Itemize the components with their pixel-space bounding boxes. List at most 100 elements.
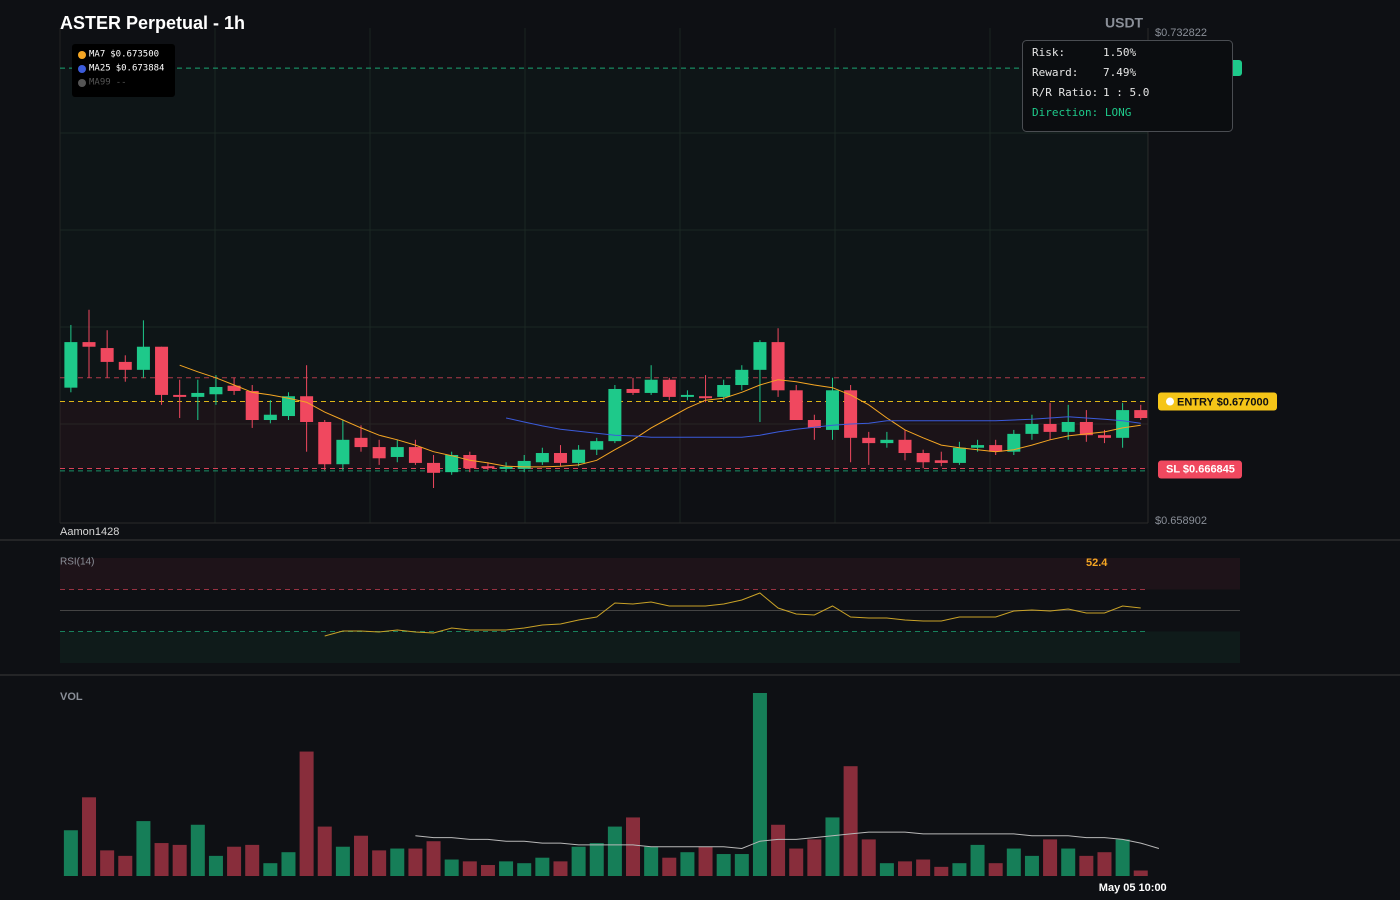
candle-body xyxy=(916,453,930,463)
volume-bar xyxy=(898,861,913,876)
candle-body xyxy=(408,447,422,463)
entry-tag xyxy=(1158,392,1277,411)
volume-bar xyxy=(771,824,786,876)
volume-bar xyxy=(1043,839,1058,876)
rsi-overbought-zone xyxy=(60,558,1240,590)
volume-bar xyxy=(1115,839,1130,876)
volume-bar xyxy=(136,821,151,876)
candle-body xyxy=(1007,433,1021,452)
volume-bar xyxy=(408,848,423,876)
candle-body xyxy=(862,437,876,444)
ma-line xyxy=(505,416,1141,438)
rsi-line xyxy=(324,592,1141,637)
candle-body xyxy=(699,396,713,399)
volume-bar xyxy=(426,841,441,876)
candle-body xyxy=(136,346,150,370)
candle-body xyxy=(753,342,767,370)
candle-body xyxy=(209,386,223,395)
profit-zone xyxy=(60,68,1148,401)
candle-body xyxy=(735,369,749,386)
vol-title: VOL xyxy=(60,691,83,703)
volume-bar xyxy=(626,817,641,876)
candle-body xyxy=(191,392,205,397)
volume-bar xyxy=(444,859,459,876)
volume-bar xyxy=(807,839,822,876)
loss-zone xyxy=(60,401,1148,469)
ma-legend: MA7 $0.673500 MA25 $0.673884 MA99 -- xyxy=(78,50,164,88)
volume-bar xyxy=(952,863,967,876)
volume-bar xyxy=(299,751,314,876)
volume-bar xyxy=(1079,855,1094,876)
volume-bar xyxy=(734,854,749,876)
volume-bar xyxy=(879,863,894,876)
risk-panel-text: Risk: 1.50% Reward: 7.49% R/R Ratio: 1 : 5.0 D… xyxy=(1032,46,1149,119)
volume-bar xyxy=(499,861,514,876)
x-tick-label: May 05 10:00 xyxy=(1099,882,1167,894)
rsi-last-value: 52.4 xyxy=(1086,557,1108,569)
y-tick-label: $0.732822 xyxy=(1155,27,1207,39)
candle-body xyxy=(372,447,386,459)
candle-body xyxy=(572,449,586,463)
candle-body xyxy=(1134,410,1148,419)
legend-value: $0.673500 xyxy=(110,50,159,60)
volume-bar xyxy=(154,843,169,876)
legend-name: MA99 xyxy=(89,78,111,88)
candle-body xyxy=(336,439,350,465)
volume-bar xyxy=(535,857,550,876)
candle-body xyxy=(1025,423,1039,434)
candle-body xyxy=(825,390,839,430)
candle-body xyxy=(281,396,295,417)
volume-bar xyxy=(63,830,78,876)
volume-bar xyxy=(335,846,350,876)
legend-value: -- xyxy=(116,78,127,88)
candle-body xyxy=(789,390,803,421)
volume-bar xyxy=(1024,855,1039,876)
risk-label: Reward: xyxy=(1032,66,1078,79)
volume-bar xyxy=(698,846,713,876)
risk-value: 1.50% xyxy=(1103,46,1136,59)
legend-dot xyxy=(78,65,86,73)
candle-body xyxy=(118,361,132,370)
candle-body xyxy=(463,454,477,469)
volume-bar xyxy=(517,863,532,876)
candle-body xyxy=(173,394,187,397)
volume-bar xyxy=(571,846,586,876)
volume-ma-line xyxy=(415,831,1160,850)
candle-body xyxy=(662,379,676,397)
grid xyxy=(60,28,1148,523)
candle-body xyxy=(100,348,114,362)
risk-value: 1 : 5.0 xyxy=(1103,86,1149,99)
candle-body xyxy=(354,437,368,448)
volume-bar xyxy=(208,855,223,876)
candle-body xyxy=(390,447,404,457)
volume-bar xyxy=(662,857,677,876)
candle-body xyxy=(499,466,513,469)
volume-bar xyxy=(553,861,568,876)
volume-bar xyxy=(1097,852,1112,876)
volume-bar xyxy=(752,693,767,876)
candle-body xyxy=(644,379,658,393)
chart-title: ASTER Perpetual - 1h xyxy=(60,13,245,33)
candle-body xyxy=(227,385,241,391)
candle-body xyxy=(1097,435,1111,438)
volume-bar xyxy=(462,861,477,876)
volume-bar xyxy=(100,850,115,876)
candle-body xyxy=(608,388,622,442)
candle-body xyxy=(880,439,894,444)
volume-bar xyxy=(607,826,622,876)
risk-label: Risk: xyxy=(1032,46,1065,59)
volume-bar xyxy=(172,844,187,876)
candle-body xyxy=(64,342,78,388)
volume-bar xyxy=(281,852,296,876)
quote-currency: USDT xyxy=(1105,15,1144,31)
candle-body xyxy=(535,453,549,463)
risk-value: 7.49% xyxy=(1103,66,1136,79)
volume-bar xyxy=(680,852,695,876)
candle-body xyxy=(553,453,567,463)
legend-name: MA25 xyxy=(89,64,111,74)
candle-body xyxy=(1116,410,1130,438)
candle-body xyxy=(989,445,1003,452)
